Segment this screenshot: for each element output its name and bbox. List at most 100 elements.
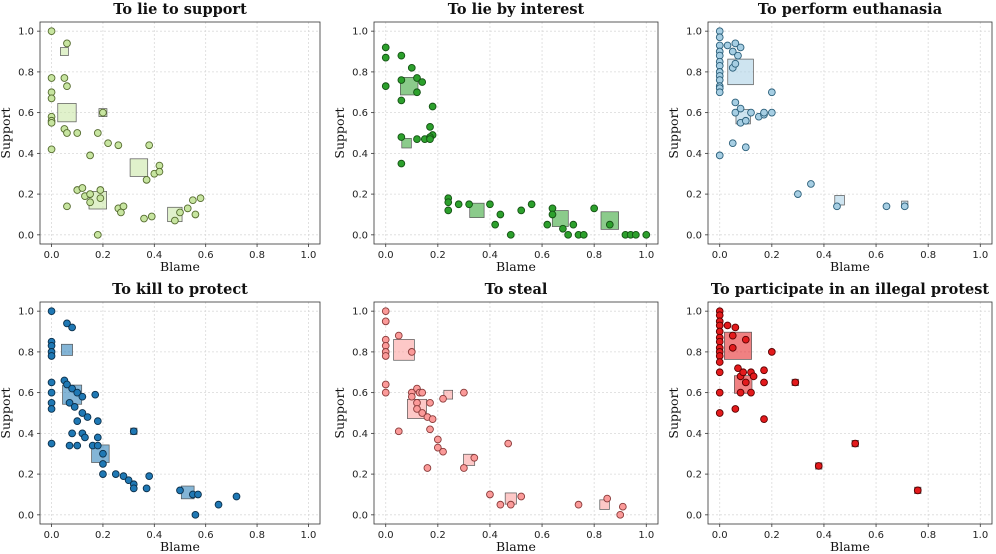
data-point (739, 368, 748, 377)
data-point (731, 59, 740, 68)
x-tick-label: 0.8 (586, 530, 602, 541)
data-point (913, 486, 922, 495)
data-point (900, 202, 909, 211)
data-point (119, 202, 128, 211)
y-axis-label: Support (332, 387, 347, 438)
data-point (590, 204, 599, 213)
y-axis-label: Support (0, 107, 13, 158)
data-point (882, 202, 891, 211)
data-point (188, 196, 197, 205)
data-point (433, 443, 442, 452)
x-axis-label: Blame (160, 539, 200, 554)
plot-frame (707, 21, 993, 245)
data-point (543, 220, 552, 229)
data-point (426, 398, 434, 407)
x-tick-label: 0.8 (920, 530, 936, 541)
x-tick-label: 0.2 (764, 530, 780, 541)
data-point (47, 378, 56, 387)
data-point (418, 409, 427, 417)
x-tick-label: 0.8 (920, 250, 936, 261)
x-tick-label: 0.4 (816, 530, 832, 541)
data-point (616, 510, 625, 519)
data-point (559, 224, 567, 233)
x-tick-label: 0.2 (764, 250, 780, 261)
plot-frame (707, 301, 993, 525)
chart-title: To lie to support (113, 1, 247, 18)
data-point (86, 151, 94, 160)
data-point (833, 202, 841, 211)
data-point (381, 307, 390, 316)
data-point (731, 98, 740, 107)
data-point (413, 74, 421, 82)
data-point (460, 388, 468, 397)
x-tick-label: 0.2 (430, 530, 446, 541)
y-tick-label: 0.8 (686, 67, 702, 78)
data-point (86, 190, 94, 198)
data-point (747, 108, 755, 117)
y-tick-label: 0.6 (352, 108, 368, 119)
data-point (47, 118, 56, 127)
data-point (454, 200, 463, 209)
data-point (65, 398, 74, 407)
data-point (728, 331, 737, 340)
x-axis-label: Blame (830, 539, 870, 554)
data-point (741, 378, 750, 387)
data-point (465, 200, 473, 209)
data-point (807, 180, 815, 188)
data-point (428, 102, 437, 111)
data-point (397, 96, 406, 105)
data-point (715, 388, 724, 397)
data-point (426, 425, 434, 434)
cluster-box (401, 138, 412, 149)
data-point (731, 39, 740, 48)
data-point (618, 502, 627, 511)
data-point (394, 427, 403, 436)
data-point (632, 230, 640, 239)
data-point (741, 116, 750, 125)
data-point (381, 352, 390, 360)
x-tick-label: 0.0 (378, 250, 394, 261)
x-tick-label: 1.0 (638, 530, 654, 541)
data-point (191, 510, 200, 519)
y-tick-label: 0.4 (352, 429, 368, 440)
x-tick-label: 1.0 (300, 250, 316, 261)
data-point (124, 476, 133, 485)
y-tick-label: 0.6 (18, 108, 34, 119)
data-point (70, 403, 79, 411)
data-point (723, 321, 732, 330)
data-point (93, 129, 102, 137)
x-tick-label: 1.0 (300, 530, 316, 541)
data-point (171, 216, 179, 225)
y-tick-label: 0.8 (18, 347, 34, 358)
y-tick-label: 0.2 (18, 470, 34, 481)
data-point (65, 441, 74, 450)
data-point (397, 133, 406, 141)
data-point (381, 43, 390, 52)
data-point (715, 151, 724, 160)
x-axis-label: Blame (496, 259, 536, 274)
data-point (444, 198, 453, 207)
data-point (603, 494, 612, 503)
data-point (728, 47, 737, 56)
panel-4: 0.0 0.2 0.4 0.6 0.8 1.0 0.0 0.2 0.4 0.6 0.8 1.0 To k… (0, 281, 321, 554)
data-point (68, 384, 76, 393)
x-tick-label: 0.0 (378, 530, 394, 541)
x-tick-label: 0.2 (95, 250, 111, 261)
data-point (413, 405, 421, 413)
x-tick-label: 1.0 (638, 250, 654, 261)
panel-3: 0.0 0.2 0.4 0.6 0.8 1.0 0.0 0.2 0.4 0.6 0.8 1.0 To p… (666, 1, 993, 274)
data-point (715, 33, 724, 42)
y-tick-label: 0.8 (18, 67, 34, 78)
data-point (155, 167, 164, 176)
x-tick-label: 0.4 (146, 530, 162, 541)
plot-frame (39, 301, 321, 525)
y-tick-label: 0.0 (352, 230, 368, 241)
y-tick-label: 0.4 (686, 429, 702, 440)
data-point (397, 159, 406, 168)
data-point (791, 378, 800, 387)
y-tick-label: 0.0 (18, 510, 34, 521)
y-axis-label: Support (0, 387, 13, 438)
x-tick-label: 1.0 (972, 250, 988, 261)
data-point (741, 335, 750, 344)
data-point (728, 343, 737, 352)
